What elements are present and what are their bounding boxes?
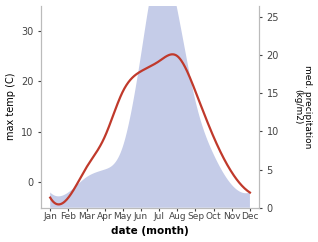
Y-axis label: max temp (C): max temp (C) [5,73,16,140]
Y-axis label: med. precipitation
(kg/m2): med. precipitation (kg/m2) [293,65,313,148]
X-axis label: date (month): date (month) [111,227,189,236]
